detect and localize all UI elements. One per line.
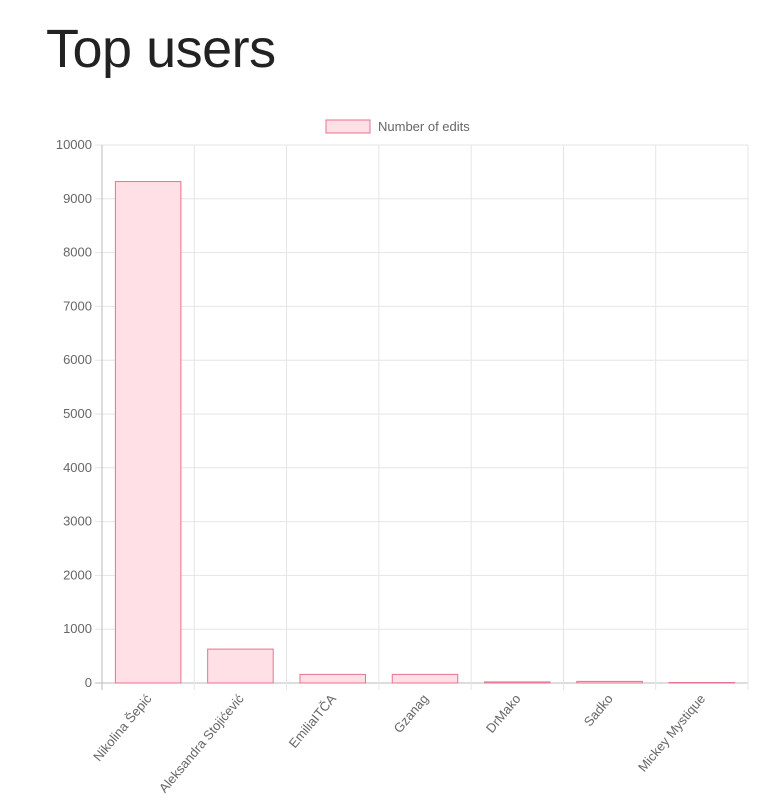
x-tick-label: EmiliaITČA (286, 691, 339, 751)
x-tick-label: Gzanag (391, 691, 432, 736)
y-tick-label: 1000 (63, 621, 92, 636)
chart-grid (95, 144, 749, 690)
y-tick-label: 5000 (63, 406, 92, 421)
chart-bars (114, 181, 736, 684)
x-tick-label: DrMako (483, 691, 524, 736)
x-tick-label: Nikolina Šepić (90, 691, 155, 764)
x-tick-label: Mickey Mystique (635, 691, 708, 774)
bar[interactable] (576, 680, 643, 684)
bar[interactable] (484, 681, 551, 684)
y-tick-label: 4000 (63, 460, 92, 475)
y-tick-label: 10000 (56, 137, 92, 152)
bar[interactable] (207, 648, 274, 684)
x-tick-label: Aleksandra Stojićević (156, 691, 247, 796)
y-tick-label: 3000 (63, 514, 92, 529)
bar[interactable] (299, 673, 366, 684)
y-tick-label: 2000 (63, 567, 92, 582)
legend-label-number-of-edits[interactable]: Number of edits (378, 119, 470, 134)
y-tick-label: 0 (85, 675, 92, 690)
legend-swatch-number-of-edits[interactable] (325, 119, 371, 134)
chart-legend[interactable]: Number of edits (325, 119, 470, 134)
x-tick-label: Sadko (581, 691, 616, 729)
bar[interactable] (668, 682, 736, 684)
page-title: Top users (46, 19, 276, 79)
y-tick-label: 8000 (63, 245, 92, 260)
bar[interactable] (391, 673, 459, 684)
y-tick-label: 6000 (63, 352, 92, 367)
y-tick-label: 7000 (63, 298, 92, 313)
bar[interactable] (114, 181, 182, 684)
y-tick-label: 9000 (63, 191, 92, 206)
